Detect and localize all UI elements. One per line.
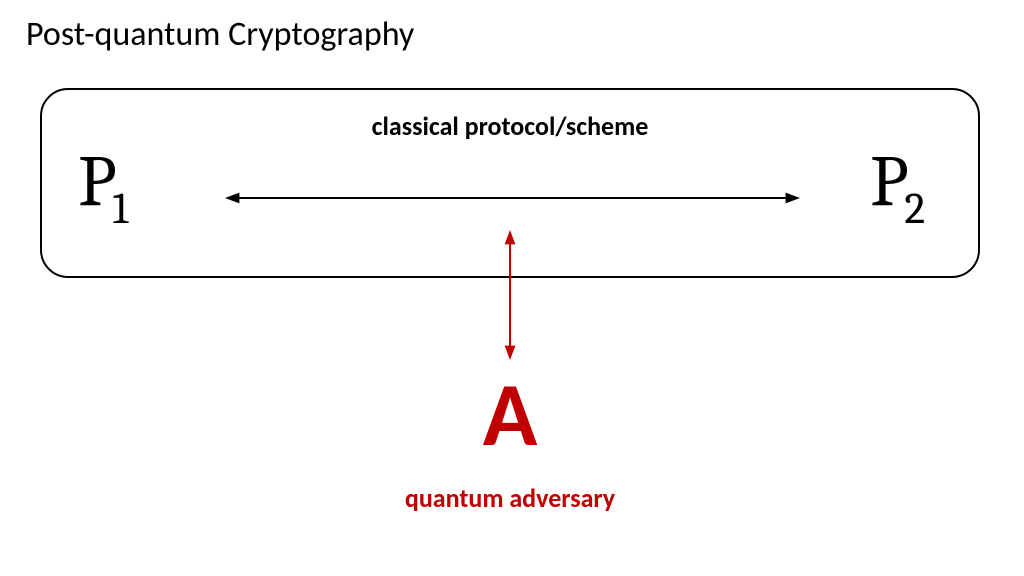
- party-p2-sub: 2: [904, 183, 925, 234]
- party-p1-sub: 1: [112, 183, 128, 234]
- party-p1: P1: [78, 140, 128, 223]
- slide-title: Post-quantum Cryptography: [26, 14, 414, 55]
- party-p2: P2: [870, 140, 925, 223]
- party-p1-letter: P: [78, 140, 116, 223]
- adversary-label: quantum adversary: [310, 482, 710, 514]
- adversary-arrow: [495, 230, 525, 360]
- protocol-label: classical protocol/scheme: [310, 110, 710, 142]
- protocol-arrow: [225, 183, 800, 213]
- adversary-symbol: A: [410, 370, 610, 460]
- party-p2-letter: P: [870, 140, 908, 223]
- slide: Post-quantum Cryptography classical prot…: [0, 0, 1024, 576]
